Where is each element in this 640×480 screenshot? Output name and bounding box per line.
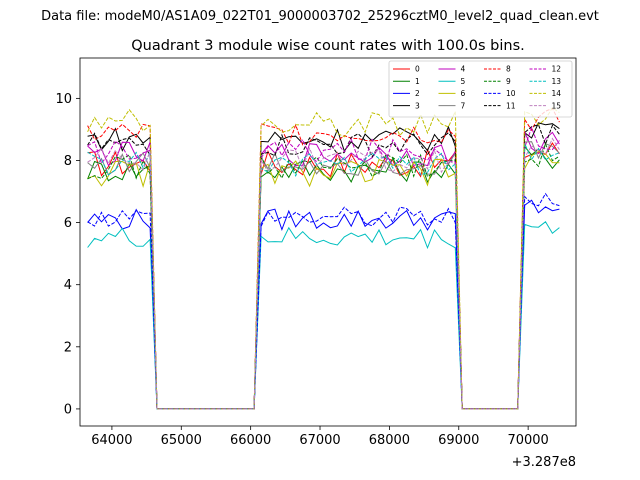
series-line-0 bbox=[87, 142, 560, 410]
series-line-6 bbox=[87, 150, 560, 410]
legend-label: 10 bbox=[506, 89, 516, 98]
legend-label: 8 bbox=[506, 65, 511, 74]
y-tick-label: 4 bbox=[64, 278, 72, 293]
legend-label: 2 bbox=[415, 89, 420, 98]
series-line-8 bbox=[87, 107, 560, 410]
series-line-14 bbox=[87, 107, 560, 410]
legend-box bbox=[388, 60, 573, 118]
x-tick-label: 69000 bbox=[438, 433, 479, 448]
y-tick-label: 2 bbox=[64, 340, 72, 355]
legend-label: 14 bbox=[552, 89, 562, 98]
x-tick-label: 68000 bbox=[369, 433, 410, 448]
legend-label: 12 bbox=[552, 65, 562, 74]
legend-label: 15 bbox=[552, 101, 562, 110]
legend-label: 11 bbox=[506, 101, 516, 110]
axis-ticks: 64000 65000 66000 67000 68000 69000 70000 0 2 4 6 8… bbox=[55, 92, 548, 448]
x-offset-label: +3.287e8 bbox=[512, 455, 576, 470]
y-tick-label: 6 bbox=[64, 216, 72, 231]
legend-label: 1 bbox=[415, 77, 420, 86]
x-tick-label: 70000 bbox=[507, 433, 548, 448]
data-file-suptitle: Data file: modeM0/AS1A09_022T01_90000037… bbox=[41, 9, 599, 24]
y-tick-label: 10 bbox=[55, 92, 72, 107]
legend-label: 6 bbox=[461, 89, 466, 98]
y-tick-label: 8 bbox=[64, 154, 72, 169]
y-tick-label: 0 bbox=[64, 402, 72, 417]
series-line-7 bbox=[87, 141, 560, 410]
series-layer bbox=[87, 107, 560, 410]
x-tick-label: 67000 bbox=[299, 433, 340, 448]
series-line-5 bbox=[87, 221, 560, 410]
x-tick-label: 65000 bbox=[161, 433, 202, 448]
x-tick-label: 66000 bbox=[230, 433, 271, 448]
series-line-1 bbox=[87, 145, 560, 410]
legend-label: 7 bbox=[461, 101, 466, 110]
legend-label: 0 bbox=[415, 65, 420, 74]
legend-label: 4 bbox=[461, 65, 466, 74]
legend-label: 9 bbox=[506, 77, 511, 86]
plot-frame bbox=[79, 57, 577, 427]
x-tick-label: 64000 bbox=[91, 433, 132, 448]
series-line-9 bbox=[87, 142, 560, 410]
series-line-13 bbox=[87, 143, 560, 410]
chart-title: Quadrant 3 module wise count rates with … bbox=[131, 38, 525, 54]
series-line-15 bbox=[87, 137, 560, 410]
legend-label: 13 bbox=[552, 77, 562, 86]
legend-label: 5 bbox=[461, 77, 466, 86]
legend-label: 3 bbox=[415, 101, 420, 110]
series-line-2 bbox=[87, 199, 560, 410]
series-line-10 bbox=[87, 192, 560, 410]
